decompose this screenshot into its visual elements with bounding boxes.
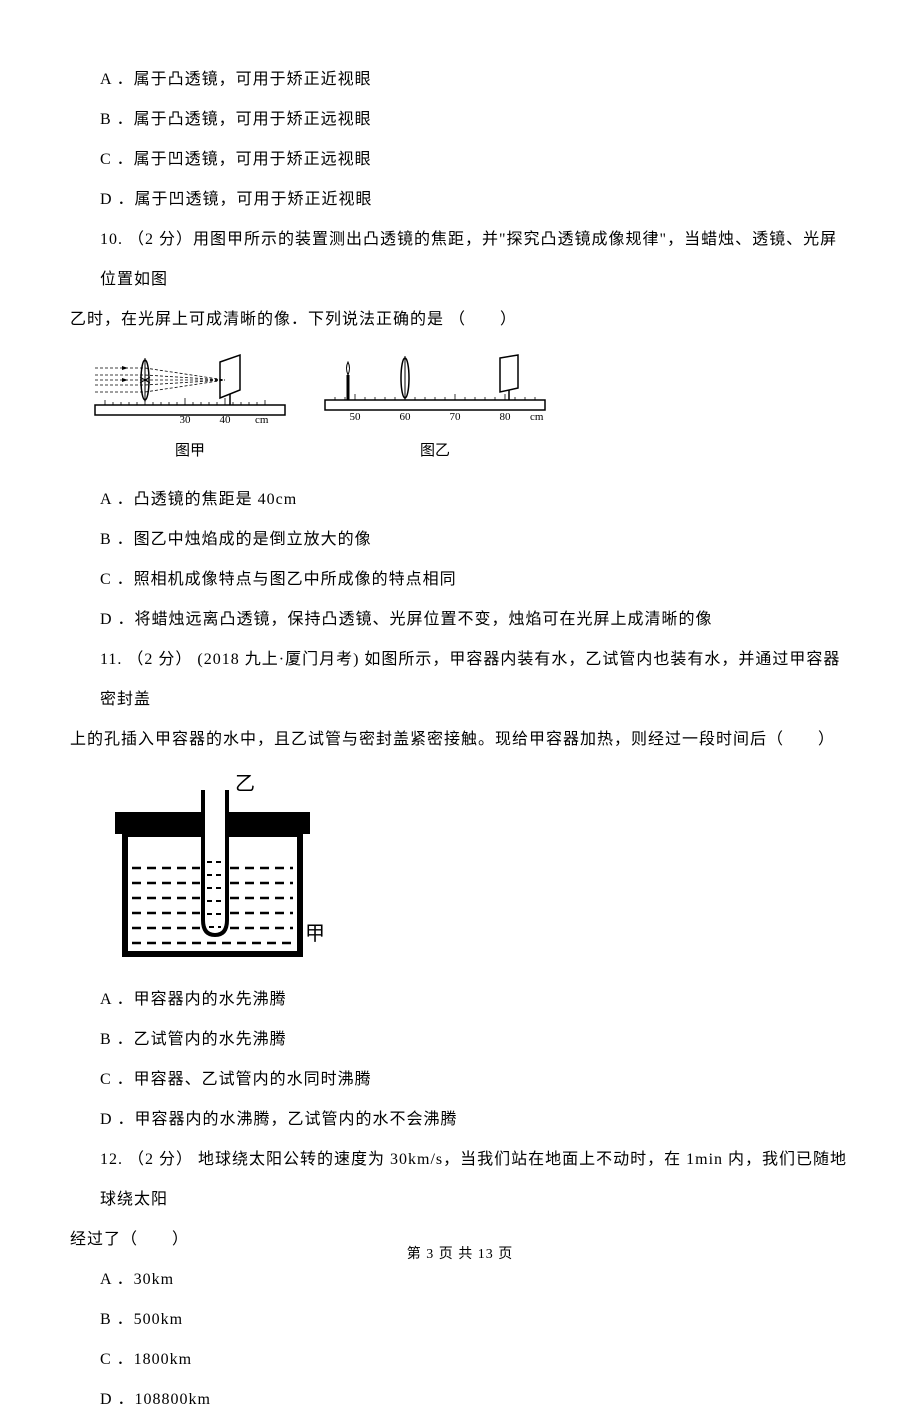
- q9-option-c: C ．属于凹透镜，可用于矫正远视眼: [70, 140, 850, 180]
- q11-text-line1: 11. （2 分） (2018 九上·厦门月考) 如图所示，甲容器内装有水，乙试…: [70, 640, 850, 720]
- q11-label-yi: 乙: [235, 773, 255, 795]
- q10-fig2-tick60: 60: [400, 411, 412, 423]
- page-footer: 第 3 页 共 13 页: [0, 1237, 920, 1272]
- q10-option-d: D ．将蜡烛远离凸透镜，保持凸透镜、光屏位置不变，烛焰可在光屏上成清晰的像: [70, 600, 850, 640]
- q11-text-line2: 上的孔插入甲容器的水中，且乙试管与密封盖紧密接触。现给甲容器加热，则经过一段时间…: [70, 720, 850, 760]
- q9-option-b: B ．属于凸透镜，可用于矫正远视眼: [70, 100, 850, 140]
- q12-option-d: D ．108800km: [70, 1380, 850, 1420]
- q10-figure-jia: 30 40 cm 图甲: [90, 350, 290, 470]
- q9-option-a: A ．属于凸透镜，可用于矫正近视眼: [70, 60, 850, 100]
- q11-option-b: B ．乙试管内的水先沸腾: [70, 1020, 850, 1060]
- q11-figure: 乙 甲: [70, 770, 850, 970]
- q10-option-b: B ．图乙中烛焰成的是倒立放大的像: [70, 520, 850, 560]
- q11-option-c: C ．甲容器、乙试管内的水同时沸腾: [70, 1060, 850, 1100]
- q10-fig2-tick70: 70: [450, 411, 462, 423]
- q12-option-c: C ．1800km: [70, 1340, 850, 1380]
- q12-text-line1: 12. （2 分） 地球绕太阳公转的速度为 30km/s，当我们站在地面上不动时…: [70, 1140, 850, 1220]
- q10-figures: 30 40 cm 图甲: [70, 350, 850, 470]
- q10-fig2-unit: cm: [530, 411, 544, 423]
- q10-fig1-unit: cm: [255, 414, 269, 426]
- q11-option-d: D ．甲容器内的水沸腾，乙试管内的水不会沸腾: [70, 1100, 850, 1140]
- q10-option-c: C ．照相机成像特点与图乙中所成像的特点相同: [70, 560, 850, 600]
- q10-fig1-caption: 图甲: [90, 432, 290, 470]
- q10-figure-yi: 50 60 70 80 cm 图乙: [320, 350, 550, 470]
- q10-text-line2: 乙时，在光屏上可成清晰的像．下列说法正确的是 （ ）: [70, 300, 850, 340]
- q11-option-a: A ．甲容器内的水先沸腾: [70, 980, 850, 1020]
- q9-option-d: D ．属于凹透镜，可用于矫正近视眼: [70, 180, 850, 220]
- q12-option-b: B ．500km: [70, 1300, 850, 1340]
- q11-figure-svg: 乙 甲: [90, 770, 340, 970]
- q10-fig2-caption: 图乙: [320, 432, 550, 470]
- q11-label-jia: 甲: [305, 923, 325, 945]
- q10-figure-yi-svg: 50 60 70 80 cm: [320, 350, 550, 430]
- q10-text-line1: 10. （2 分）用图甲所示的装置测出凸透镜的焦距，并"探究凸透镜成像规律"，当…: [70, 220, 850, 300]
- q10-fig1-tick30: 30: [180, 414, 192, 426]
- q10-fig1-tick40: 40: [220, 414, 232, 426]
- q10-option-a: A ．凸透镜的焦距是 40cm: [70, 480, 850, 520]
- q10-figure-jia-svg: 30 40 cm: [90, 350, 290, 430]
- q10-fig2-tick80: 80: [500, 411, 512, 423]
- q10-fig2-tick50: 50: [350, 411, 362, 423]
